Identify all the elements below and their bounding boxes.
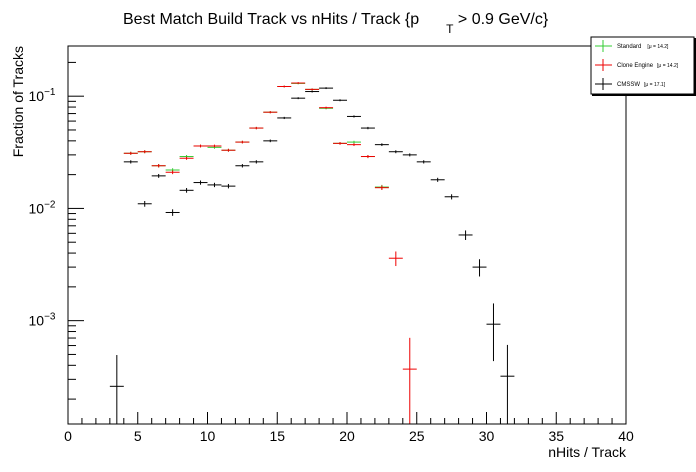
y-tick-label-base: 10 [29,313,45,329]
chart-title-tail: > 0.9 GeV/c} [453,11,548,28]
y-tick-label-base: 10 [29,200,45,216]
x-tick-label: 5 [134,428,142,444]
x-tick-label: 10 [200,428,216,444]
x-tick-label: 0 [64,428,72,444]
chart-title-main: Best Match Build Track vs nHits / Track … [123,11,419,28]
x-tick-label: 20 [339,428,355,444]
legend-shadow-bottom [592,94,694,96]
legend-entry-clone-engine-text: Clone Engine [μ = 14.2] [617,63,679,69]
legend-mean-standard: [μ = 14.2] [647,44,669,50]
x-tick-label: 15 [269,428,285,444]
x-axis-title: nHits / Track [548,444,627,460]
legend-name-clone-engine: Clone Engine [617,63,654,69]
y-tick-label-exponent: −1 [44,87,56,98]
x-tick-label: 25 [409,428,425,444]
y-tick-label-exponent: −3 [44,312,56,323]
y-axis-title: Fraction of Tracks [10,46,26,157]
legend-name-standard: Standard [617,44,641,50]
legend: Standard [μ = 14.2] Clone Engine [μ = 14.2… [591,37,696,96]
x-tick-label: 40 [618,428,634,444]
y-tick-label-exponent: −2 [44,199,56,210]
legend-mean-cmssw: [μ = 17.1] [644,82,666,88]
x-tick-label: 30 [479,428,495,444]
legend-mean-clone-engine: [μ = 14.2] [657,63,679,69]
y-tick-label-base: 10 [29,88,45,104]
legend-name-cmssw: CMSSW [617,82,640,88]
x-tick-label: 35 [548,428,564,444]
